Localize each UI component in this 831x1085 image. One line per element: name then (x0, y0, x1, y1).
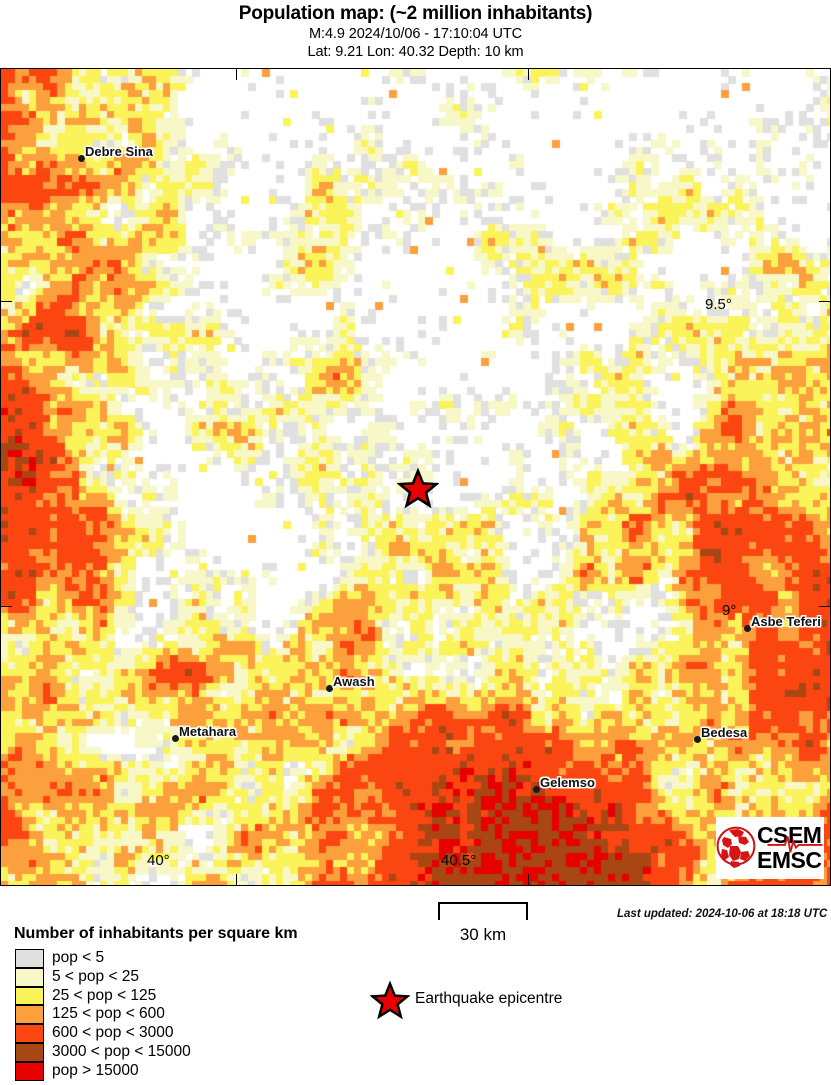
city-dot-icon (326, 685, 333, 692)
scale-bar-left-tick (438, 902, 440, 920)
longitude-tick (236, 874, 237, 885)
city-label: Awash (333, 674, 375, 689)
scale-bar-right-tick (526, 902, 528, 920)
population-map[interactable]: 9.5° 9° 40° 40.5° Debre Sina Asbe Teferi Awas… (0, 68, 831, 886)
legend-label: 600 < pop < 3000 (52, 1024, 174, 1042)
longitude-tick (528, 874, 529, 885)
latitude-label: 9.5° (705, 296, 732, 313)
legend-label: pop > 15000 (52, 1061, 139, 1079)
latitude-tick (819, 301, 830, 302)
logo-text: CSEM EMSC (756, 823, 824, 873)
legend-row: pop < 5 (15, 949, 345, 968)
latitude-tick (1, 606, 12, 607)
legend-row: 600 < pop < 3000 (15, 1024, 345, 1043)
city-label: Metahara (179, 724, 237, 739)
legend-label: 125 < pop < 600 (52, 1005, 165, 1023)
latitude-tick (1, 301, 12, 302)
event-location-depth: Lat: 9.21 Lon: 40.32 Depth: 10 km (307, 44, 524, 60)
city-label: Asbe Teferi (751, 614, 821, 629)
scale-bar (438, 902, 528, 920)
page-title: Population map: (~2 million inhabitants) (238, 3, 593, 24)
city-dot-icon (172, 735, 179, 742)
epicentre-legend-label: Earthquake epicentre (415, 990, 563, 1007)
legend-row: 5 < pop < 25 (15, 967, 345, 987)
city-dot-icon (78, 155, 85, 162)
city-dot-icon (744, 625, 751, 632)
longitude-label: 40.5° (441, 852, 477, 869)
legend-title: Number of inhabitants per square km (14, 925, 298, 942)
city-dot-icon (533, 786, 540, 793)
legend-color-swatch (15, 1042, 44, 1062)
legend-label: 25 < pop < 125 (52, 986, 157, 1004)
epicentre-legend-item: Earthquake epicentre (369, 980, 660, 1020)
legend-color-swatch (15, 1024, 44, 1043)
legend-row: 25 < pop < 125 (15, 986, 345, 1006)
latitude-label: 9° (722, 602, 737, 619)
legend-label: pop < 5 (52, 949, 105, 966)
legend-color-swatch (15, 967, 44, 987)
longitude-tick (236, 69, 237, 80)
city-dot-icon (694, 736, 701, 743)
legend-row: 125 < pop < 600 (15, 1005, 345, 1025)
legend-color-swatch (15, 1005, 44, 1025)
longitude-tick (528, 69, 529, 80)
epicentre-legend-star-icon (369, 980, 411, 1020)
csem-emsc-logo: CSEM EMSC (716, 817, 824, 879)
event-magnitude-time: M:4.9 2024/10/06 - 17:10:04 UTC (309, 26, 522, 42)
legend-label: 3000 < pop < 15000 (52, 1042, 191, 1060)
legend-color-swatch (15, 949, 44, 968)
scale-bar-label: 30 km (459, 925, 507, 944)
epicentre-star-icon (396, 467, 440, 509)
seismogram-icon (767, 836, 823, 853)
longitude-label: 40° (147, 852, 170, 869)
legend-color-swatch (15, 986, 44, 1006)
legend-color-swatch (15, 1061, 44, 1081)
legend-row: 3000 < pop < 15000 (15, 1042, 345, 1062)
map-header: Population map: (~2 million inhabitants)… (0, 0, 831, 66)
city-label: Debre Sina (85, 144, 153, 159)
globe-icon (716, 818, 756, 879)
legend-row: pop > 15000 (15, 1061, 345, 1081)
city-label: Gelemso (540, 775, 595, 790)
last-updated-text: Last updated: 2024-10-06 at 18:18 UTC (617, 908, 828, 920)
legend-label: 5 < pop < 25 (52, 967, 140, 985)
latitude-tick (819, 606, 830, 607)
scale-bar-line (438, 902, 528, 904)
city-label: Bedesa (701, 725, 748, 740)
